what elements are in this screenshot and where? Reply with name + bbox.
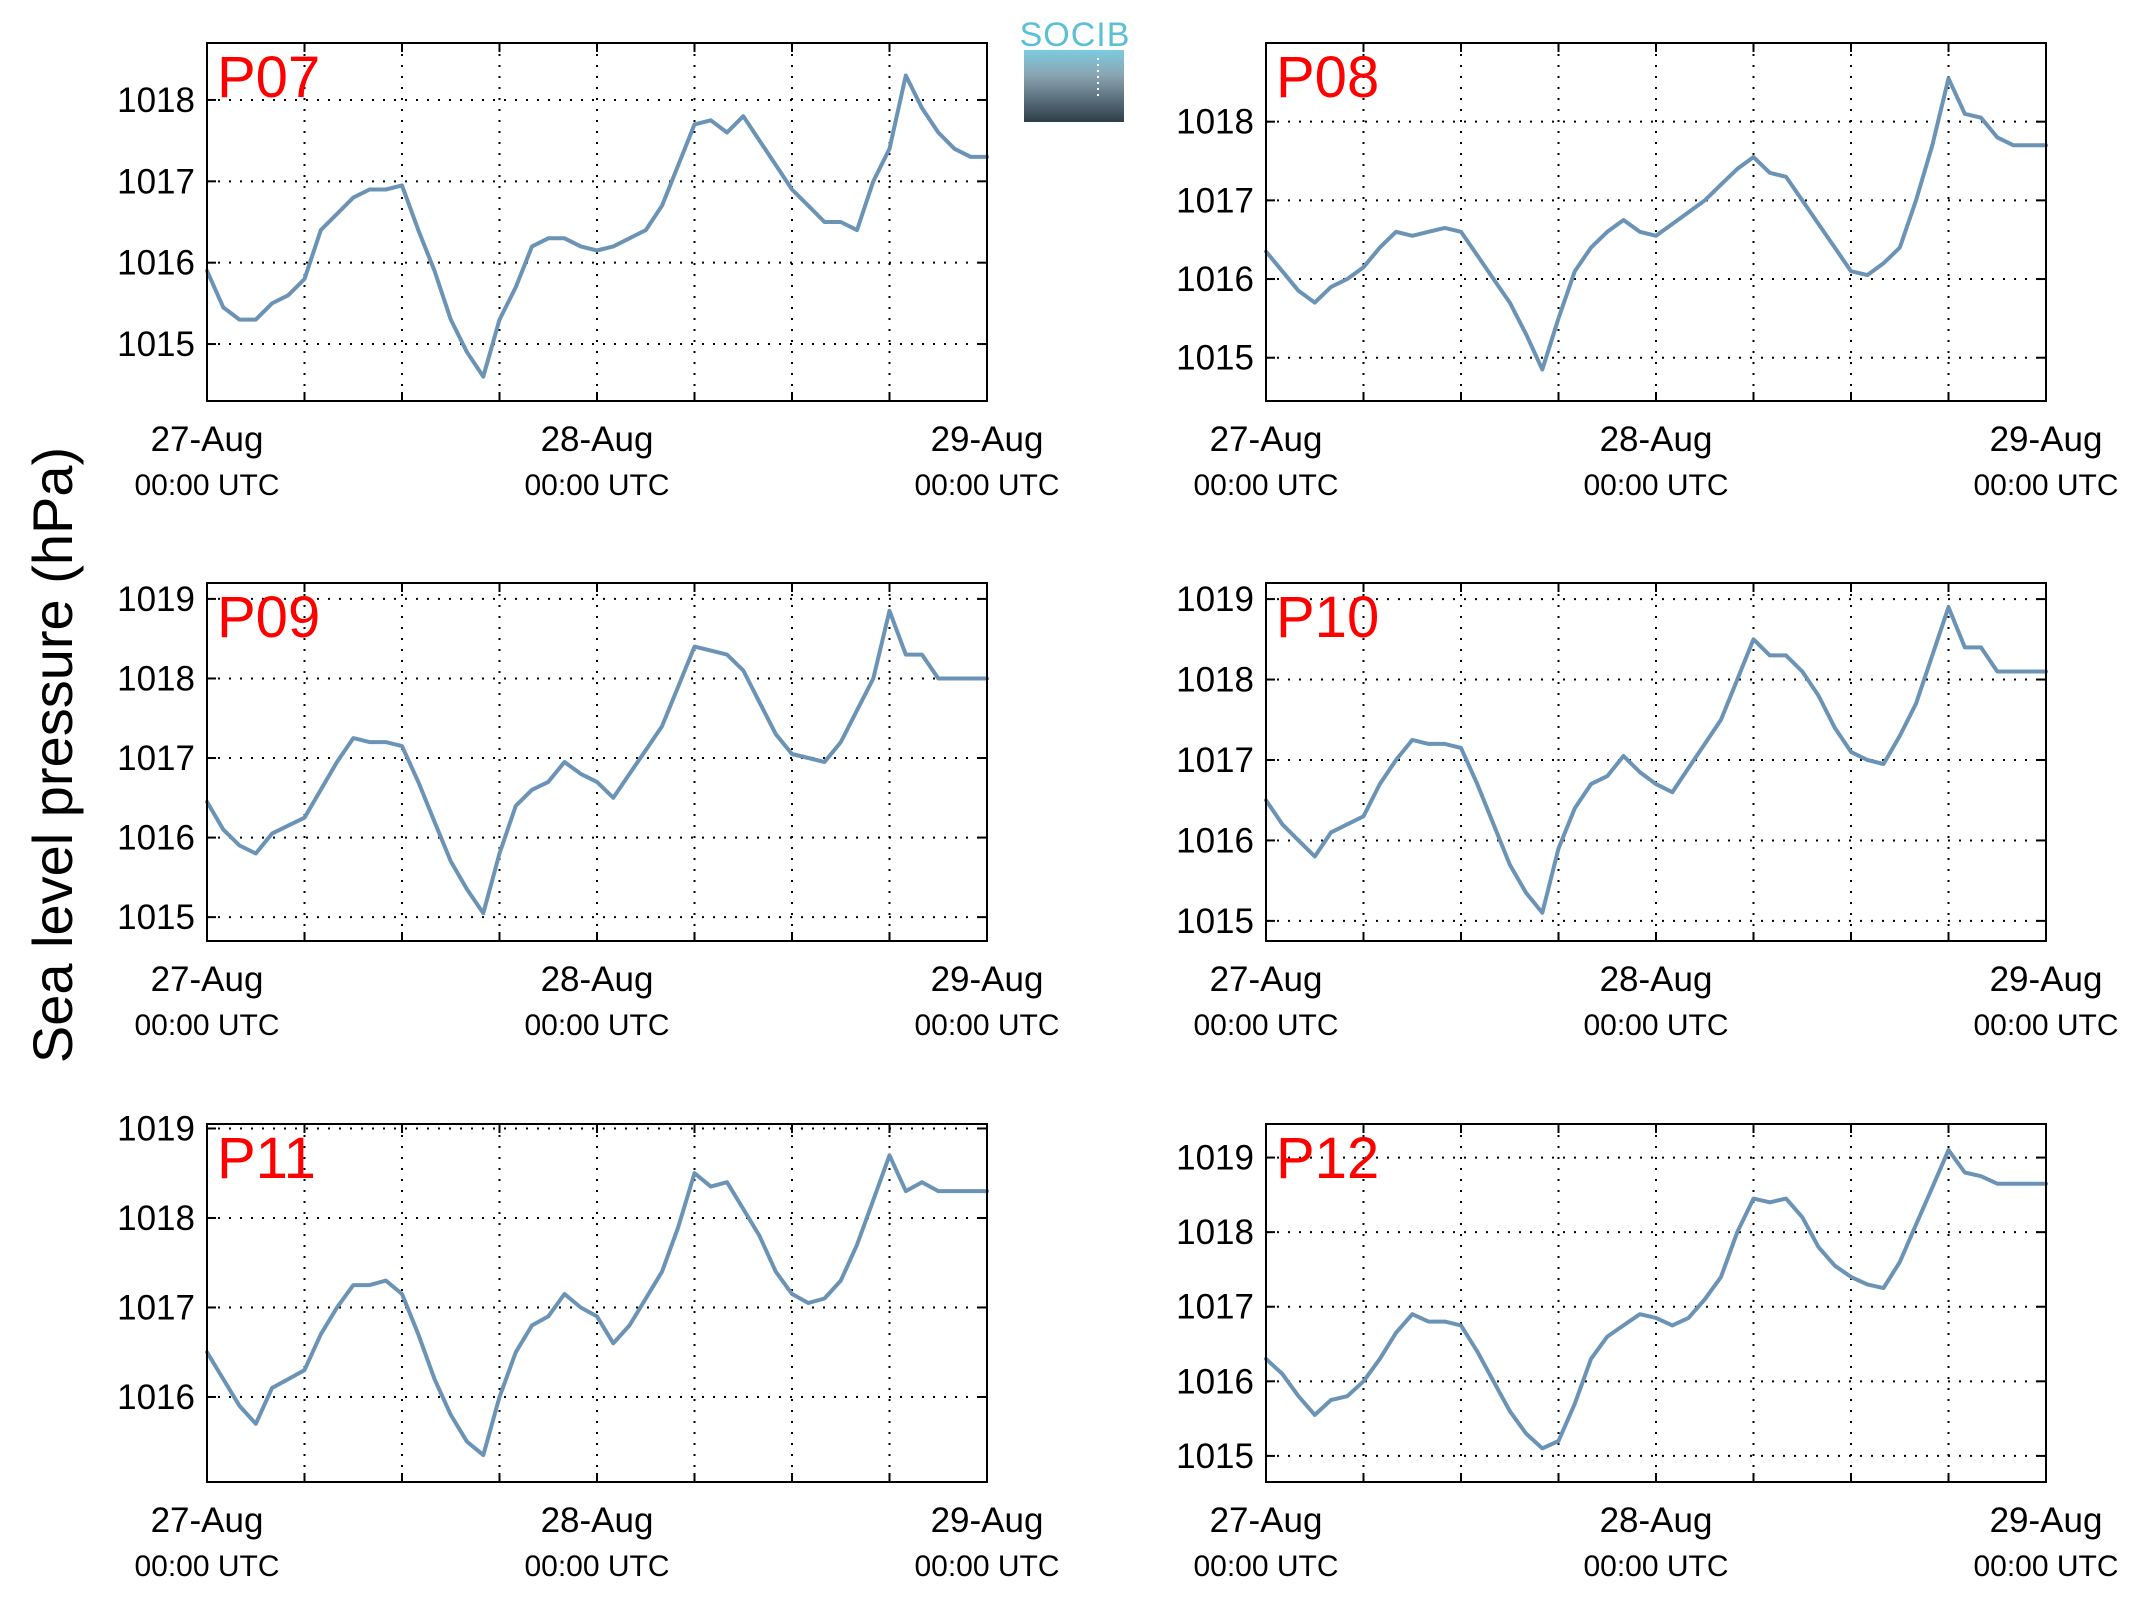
x-tick-date-label: 28-Aug <box>1600 420 1713 459</box>
logo-block <box>1024 50 1124 122</box>
x-tick-date-label: 28-Aug <box>541 960 654 999</box>
x-tick-time-label: 00:00 UTC <box>524 469 669 502</box>
x-tick-time-label: 00:00 UTC <box>1193 469 1338 502</box>
axes-frame <box>206 42 988 402</box>
axes-frame <box>1265 582 2047 942</box>
x-tick-time-label: 00:00 UTC <box>914 1009 1059 1042</box>
x-tick-time-label: 00:00 UTC <box>134 469 279 502</box>
x-tick-date-label: 28-Aug <box>1600 960 1713 999</box>
y-tick-label: 1017 <box>117 1288 195 1327</box>
x-tick-date-label: 27-Aug <box>151 960 264 999</box>
x-tick-time-label: 00:00 UTC <box>1973 469 2118 502</box>
y-tick-label: 1016 <box>117 1378 195 1417</box>
panel-label: P07 <box>217 45 320 110</box>
x-tick-date-label: 29-Aug <box>1990 960 2103 999</box>
x-tick-date-label: 27-Aug <box>1210 420 1323 459</box>
logo-text: SOCIB <box>1020 16 1131 54</box>
y-tick-label: 1018 <box>117 1199 195 1238</box>
y-tick-label: 1018 <box>1176 1213 1254 1252</box>
x-tick-time-label: 00:00 UTC <box>1583 1009 1728 1042</box>
panels: 1015 1016 1017 1018 27-Aug 00:00 UTC 28-Aug 00:… <box>117 42 2119 1583</box>
panel-p08: 1015 1016 1017 1018 27-Aug 00:00 UTC 28-Aug 00:… <box>1176 42 2119 502</box>
pressure-series-line <box>205 1153 989 1458</box>
socib-logo: SOCIB <box>1020 16 1131 122</box>
y-tick-label: 1019 <box>117 1109 195 1148</box>
x-tick-time-label: 00:00 UTC <box>1583 1550 1728 1583</box>
pressure-series-line <box>1264 76 2048 372</box>
pressure-series-line <box>205 608 989 916</box>
panel-p11: 1016 1017 1018 1019 27-Aug 00:00 UTC 28-Aug 00:… <box>117 1109 1059 1583</box>
y-axis-label: Sea level pressure (hPa) <box>21 447 84 1063</box>
panel-p10: 1015 1016 1017 1018 1019 27-Aug 00:00 UTC 28-Au… <box>1176 580 2118 1042</box>
x-tick-time-label: 00:00 UTC <box>134 1009 279 1042</box>
y-tick-label: 1016 <box>1176 260 1254 299</box>
x-tick-time-label: 00:00 UTC <box>1193 1550 1338 1583</box>
pressure-series-line <box>1264 1148 2048 1451</box>
panel-label: P10 <box>1276 585 1379 650</box>
y-tick-label: 1015 <box>1176 339 1254 378</box>
x-tick-date-label: 29-Aug <box>931 960 1044 999</box>
x-tick-time-label: 00:00 UTC <box>1193 1009 1338 1042</box>
x-tick-time-label: 00:00 UTC <box>134 1550 279 1583</box>
x-tick-date-label: 28-Aug <box>541 1501 654 1540</box>
y-tick-label: 1016 <box>1176 821 1254 860</box>
x-tick-date-label: 29-Aug <box>1990 1501 2103 1540</box>
y-tick-label: 1015 <box>117 898 195 937</box>
panel-label: P08 <box>1276 45 1379 110</box>
x-tick-date-label: 29-Aug <box>1990 420 2103 459</box>
x-tick-time-label: 00:00 UTC <box>524 1550 669 1583</box>
y-tick-label: 1017 <box>117 162 195 201</box>
axes-frame <box>206 582 988 942</box>
x-tick-time-label: 00:00 UTC <box>1973 1550 2118 1583</box>
x-tick-date-label: 27-Aug <box>151 1501 264 1540</box>
x-tick-date-label: 27-Aug <box>151 420 264 459</box>
x-tick-time-label: 00:00 UTC <box>914 469 1059 502</box>
x-tick-time-label: 00:00 UTC <box>1583 469 1728 502</box>
y-tick-label: 1015 <box>117 325 195 364</box>
x-tick-date-label: 27-Aug <box>1210 960 1323 999</box>
panel-p07: 1015 1016 1017 1018 27-Aug 00:00 UTC 28-Aug 00:… <box>117 42 1060 502</box>
y-tick-label: 1016 <box>1176 1362 1254 1401</box>
y-tick-label: 1015 <box>1176 1437 1254 1476</box>
panel-label: P12 <box>1276 1126 1379 1191</box>
y-tick-label: 1017 <box>117 739 195 778</box>
x-tick-date-label: 27-Aug <box>1210 1501 1323 1540</box>
x-tick-date-label: 29-Aug <box>931 1501 1044 1540</box>
y-tick-label: 1018 <box>1176 103 1254 142</box>
x-tick-date-label: 29-Aug <box>931 420 1044 459</box>
x-tick-date-label: 28-Aug <box>1600 1501 1713 1540</box>
panel-label: P09 <box>217 585 320 650</box>
axes-frame <box>206 1123 988 1483</box>
x-tick-time-label: 00:00 UTC <box>1973 1009 2118 1042</box>
y-tick-label: 1016 <box>117 819 195 858</box>
y-tick-label: 1016 <box>117 244 195 283</box>
x-tick-time-label: 00:00 UTC <box>524 1009 669 1042</box>
y-tick-label: 1019 <box>1176 1139 1254 1178</box>
y-tick-label: 1018 <box>117 659 195 698</box>
axes-frame <box>1265 1123 2047 1483</box>
panel-p09: 1015 1016 1017 1018 1019 27-Aug 00:00 UTC 28-Au… <box>117 580 1059 1042</box>
y-tick-label: 1018 <box>117 81 195 120</box>
y-tick-label: 1017 <box>1176 741 1254 780</box>
x-tick-time-label: 00:00 UTC <box>914 1550 1059 1583</box>
y-tick-label: 1017 <box>1176 1288 1254 1327</box>
y-tick-label: 1015 <box>1176 902 1254 941</box>
y-tick-label: 1019 <box>1176 580 1254 619</box>
y-tick-label: 1019 <box>117 580 195 619</box>
panel-label: P11 <box>217 1126 316 1191</box>
y-tick-label: 1018 <box>1176 661 1254 700</box>
pressure-series-line <box>205 73 989 379</box>
axes-frame <box>1265 42 2047 402</box>
panel-p12: 1015 1016 1017 1018 1019 27-Aug 00:00 UTC 28-Au… <box>1176 1123 2119 1583</box>
pressure-series-line <box>1264 605 2048 915</box>
y-tick-label: 1017 <box>1176 181 1254 220</box>
x-tick-date-label: 28-Aug <box>541 420 654 459</box>
